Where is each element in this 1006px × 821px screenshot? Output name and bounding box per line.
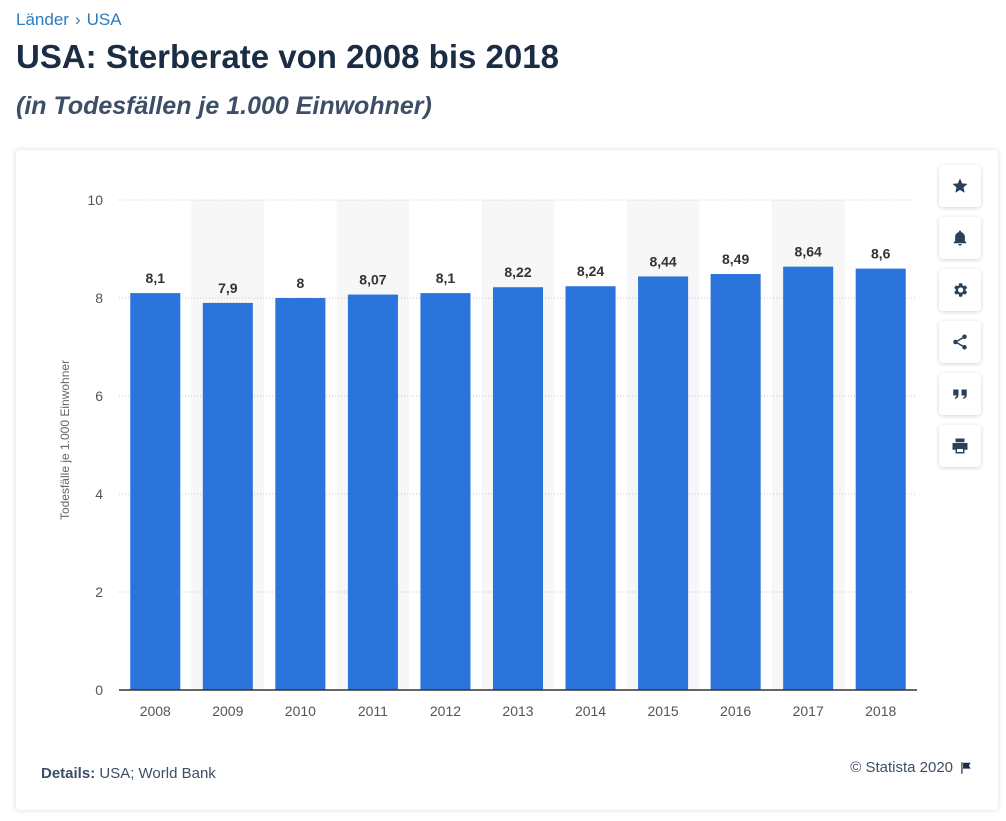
breadcrumb-link-usa[interactable]: USA	[86, 10, 122, 29]
bar	[275, 298, 326, 690]
flag-icon[interactable]	[959, 761, 973, 775]
page-title: USA: Sterberate von 2008 bis 2018	[16, 38, 559, 75]
source-details: Details: USA; World Bank	[41, 765, 216, 782]
data-label: 8,22	[504, 264, 531, 280]
bar	[710, 273, 761, 690]
x-tick-label: 2016	[720, 703, 751, 719]
x-tick-label: 2014	[575, 703, 606, 719]
breadcrumb-link-laender[interactable]: Länder	[16, 10, 69, 29]
bell-icon	[953, 230, 967, 246]
data-label: 8,24	[577, 263, 604, 279]
data-label: 8	[296, 275, 304, 291]
x-tick-label: 2012	[430, 703, 461, 719]
breadcrumb-separator: ›	[74, 10, 81, 29]
bar	[347, 294, 398, 690]
data-label: 8,6	[871, 246, 891, 262]
breadcrumb: Länder › USA	[16, 10, 122, 30]
y-tick-label: 8	[95, 290, 103, 306]
x-tick-label: 2013	[502, 703, 533, 719]
gear-icon	[954, 283, 968, 297]
x-tick-label: 2015	[648, 703, 679, 719]
share-button[interactable]	[939, 321, 981, 363]
y-axis-title: Todesfälle je 1.000 Einwohner	[58, 360, 72, 520]
print-button[interactable]	[939, 425, 981, 467]
bar-chart: 0 2 4 6 8 10 Todesfälle je 1.000 Einwohner 8,1 2…	[58, 192, 917, 719]
bar	[783, 266, 834, 690]
print-icon	[952, 438, 968, 454]
chart-toolbar	[939, 165, 981, 477]
bar	[202, 302, 253, 690]
data-label: 7,9	[218, 280, 238, 296]
share-icon	[953, 334, 967, 350]
data-label: 8,64	[795, 244, 822, 260]
details-label: Details:	[41, 765, 96, 782]
copyright: © Statista 2020	[850, 759, 973, 776]
bar	[492, 287, 544, 690]
cite-button[interactable]	[939, 373, 981, 415]
star-icon	[952, 178, 968, 193]
y-tick-label: 10	[87, 192, 103, 208]
page-subtitle: (in Todesfällen je 1.000 Einwohner)	[16, 92, 432, 120]
copyright-link[interactable]: © Statista 2020	[850, 759, 953, 776]
y-tick-label: 2	[95, 584, 103, 600]
chart-card: 0 2 4 6 8 10 Todesfälle je 1.000 Einwohner 8,1 2…	[16, 150, 998, 810]
details-text: USA; World Bank	[99, 765, 216, 782]
data-label: 8,44	[649, 253, 676, 269]
bar	[855, 268, 906, 690]
data-label: 8,1	[146, 270, 166, 286]
bar	[565, 286, 616, 690]
settings-button[interactable]	[939, 269, 981, 311]
bar	[638, 276, 689, 690]
y-tick-label: 0	[95, 682, 103, 698]
quote-icon	[953, 389, 967, 399]
y-tick-label: 6	[95, 388, 103, 404]
data-label: 8,49	[722, 251, 749, 267]
x-tick-label: 2009	[212, 703, 243, 719]
bar	[420, 293, 471, 690]
data-label: 8,07	[359, 272, 386, 288]
favorite-button[interactable]	[939, 165, 981, 207]
notification-button[interactable]	[939, 217, 981, 259]
x-tick-label: 2011	[358, 703, 388, 719]
bar	[130, 293, 181, 690]
y-tick-label: 4	[95, 486, 103, 502]
x-tick-label: 2010	[285, 703, 316, 719]
x-tick-label: 2018	[865, 703, 896, 719]
data-label: 8,1	[436, 270, 456, 286]
x-tick-label: 2017	[793, 703, 824, 719]
x-tick-label: 2008	[140, 703, 171, 719]
